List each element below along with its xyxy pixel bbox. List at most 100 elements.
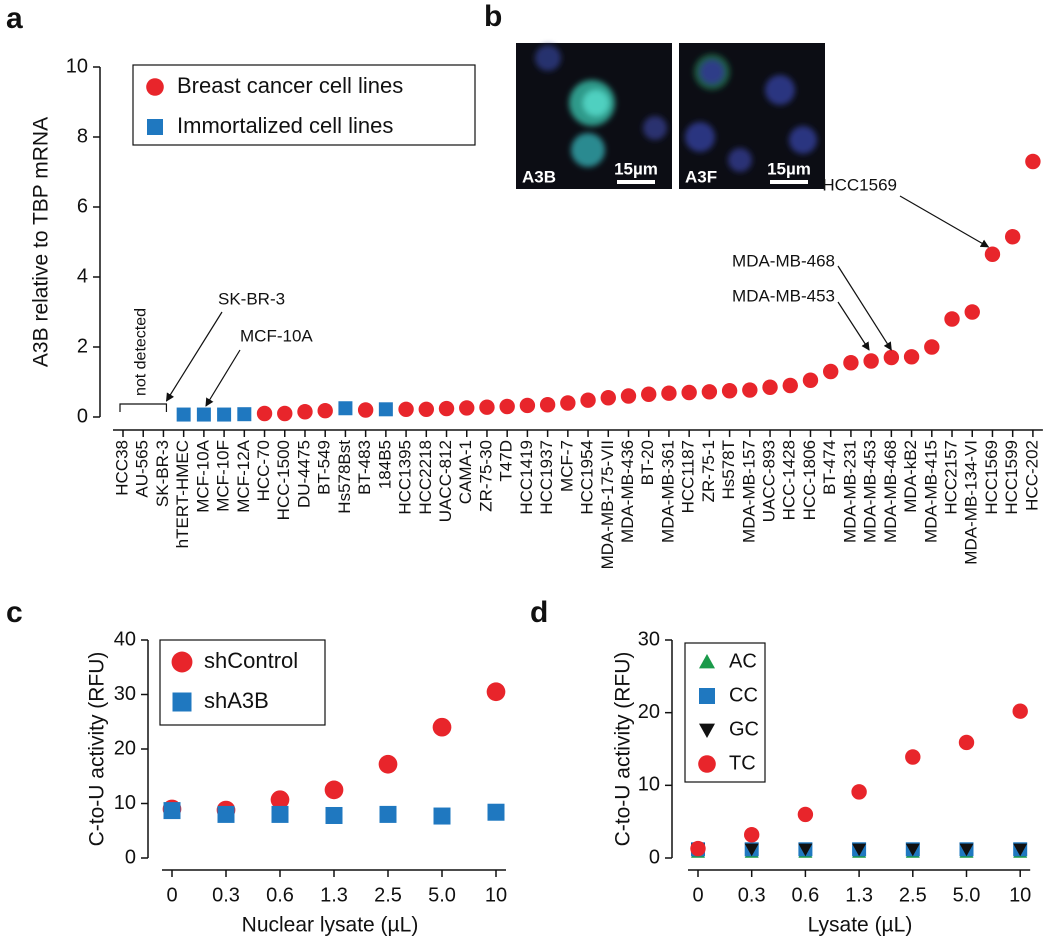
x-axis-label: Nuclear lysate (µL) bbox=[242, 914, 419, 937]
y-tick-label: 10 bbox=[638, 774, 660, 796]
x-tick-label: MDA-MB-231 bbox=[840, 440, 859, 543]
panel-label: b bbox=[484, 0, 502, 33]
y-tick-label: 4 bbox=[77, 265, 88, 287]
y-tick-label: 6 bbox=[77, 195, 88, 217]
y-tick-label: 40 bbox=[114, 628, 136, 650]
y-axis-label: C-to-U activity (RFU) bbox=[612, 652, 635, 847]
x-tick-label: UACC-812 bbox=[436, 440, 455, 522]
point bbox=[438, 400, 455, 417]
point bbox=[486, 682, 506, 702]
x-tick-label: CAMA-1 bbox=[456, 440, 475, 504]
point bbox=[782, 377, 798, 394]
legend-box bbox=[684, 642, 766, 783]
x-tick-label: MCF-12A bbox=[234, 439, 253, 512]
x-tick-label: UACC-893 bbox=[760, 440, 779, 522]
point bbox=[851, 784, 867, 800]
x-tick-label: HCC1187 bbox=[679, 440, 698, 513]
x-tick-label: HCC1599 bbox=[1002, 440, 1021, 515]
legend-label: CC bbox=[729, 684, 758, 706]
point bbox=[944, 311, 960, 327]
point bbox=[1004, 229, 1021, 245]
annotation-arrow bbox=[899, 195, 990, 248]
x-tick-label: Hs578T bbox=[719, 440, 738, 500]
legend-label: Immortalized cell lines bbox=[177, 113, 393, 138]
x-tick-label: MDA-MB-134-VI bbox=[962, 440, 981, 565]
x-tick-label: 184B5 bbox=[375, 440, 394, 489]
point bbox=[959, 843, 974, 857]
point bbox=[379, 805, 397, 823]
legend-label: Breast cancer cell lines bbox=[177, 73, 403, 98]
point bbox=[1013, 843, 1028, 857]
point bbox=[297, 404, 313, 420]
point bbox=[698, 755, 716, 773]
point bbox=[433, 807, 451, 825]
x-tick-label: BT-20 bbox=[638, 440, 657, 485]
point bbox=[277, 405, 293, 422]
y-tick-label: 0 bbox=[649, 846, 660, 868]
x-tick-label: 0.3 bbox=[212, 884, 240, 906]
annotation-arrow bbox=[837, 301, 870, 351]
point bbox=[324, 780, 344, 800]
x-tick-label: MCF-10F bbox=[214, 440, 233, 512]
x-tick-label: HCC1937 bbox=[537, 440, 556, 515]
point bbox=[163, 802, 181, 820]
point bbox=[744, 843, 759, 857]
point bbox=[539, 397, 556, 413]
x-tick-label: 1.3 bbox=[320, 884, 348, 906]
x-tick-label: MDA-MB-157 bbox=[739, 440, 758, 543]
legend-label: AC bbox=[729, 650, 757, 672]
x-tick-label: ZR-75-30 bbox=[476, 440, 495, 512]
x-tick-label: HCC-202 bbox=[1022, 440, 1041, 511]
point bbox=[701, 384, 718, 400]
y-tick-label: 30 bbox=[638, 628, 660, 650]
x-tick-label: T47D bbox=[497, 440, 516, 482]
panel-label: a bbox=[6, 2, 23, 35]
point bbox=[378, 754, 398, 774]
legend-label: TC bbox=[729, 752, 756, 774]
point bbox=[883, 349, 900, 366]
point bbox=[690, 840, 706, 857]
point bbox=[903, 349, 920, 365]
y-tick-label: 8 bbox=[77, 125, 88, 147]
y-axis-label: A3B relative to TBP mRNA bbox=[30, 117, 53, 367]
y-axis-label: C-to-U activity (RFU) bbox=[86, 652, 109, 847]
point bbox=[681, 384, 697, 401]
x-tick-label: HCC1569 bbox=[982, 440, 1001, 515]
point bbox=[798, 843, 813, 857]
point bbox=[479, 399, 495, 415]
annotation-arrow bbox=[205, 349, 241, 407]
x-tick-label: HCC38 bbox=[112, 440, 131, 496]
annotation: MDA-MB-453 bbox=[732, 286, 835, 305]
x-tick-label: MDA-MB-436 bbox=[618, 440, 637, 543]
point bbox=[699, 688, 715, 704]
point bbox=[176, 407, 191, 422]
x-tick-label: 0 bbox=[692, 884, 703, 906]
point bbox=[1012, 703, 1028, 719]
x-tick-label: HCC-1428 bbox=[780, 440, 799, 520]
x-tick-label: MDA-kB2 bbox=[901, 440, 920, 513]
x-tick-label: DU-4475 bbox=[294, 440, 313, 508]
legend-box bbox=[132, 64, 476, 146]
scale-label: 15µm bbox=[767, 159, 811, 178]
x-tick-label: MDA-MB-415 bbox=[921, 440, 940, 543]
annotation: HCC1569 bbox=[822, 175, 897, 194]
point bbox=[270, 790, 290, 810]
y-tick-label: 0 bbox=[77, 405, 88, 427]
point bbox=[580, 392, 596, 408]
point bbox=[560, 395, 576, 411]
point bbox=[398, 401, 414, 417]
y-tick-label: 20 bbox=[114, 737, 136, 759]
x-tick-label: HCC2218 bbox=[416, 440, 435, 515]
point bbox=[823, 363, 839, 380]
point bbox=[146, 78, 164, 96]
micrograph bbox=[679, 43, 825, 189]
scale-bar bbox=[770, 180, 808, 184]
point bbox=[802, 372, 819, 388]
point bbox=[721, 383, 738, 399]
annotation: SK-BR-3 bbox=[218, 289, 285, 308]
bracket bbox=[119, 403, 168, 412]
point bbox=[172, 692, 192, 712]
x-tick-label: HCC-1500 bbox=[274, 440, 293, 520]
point bbox=[762, 379, 778, 395]
